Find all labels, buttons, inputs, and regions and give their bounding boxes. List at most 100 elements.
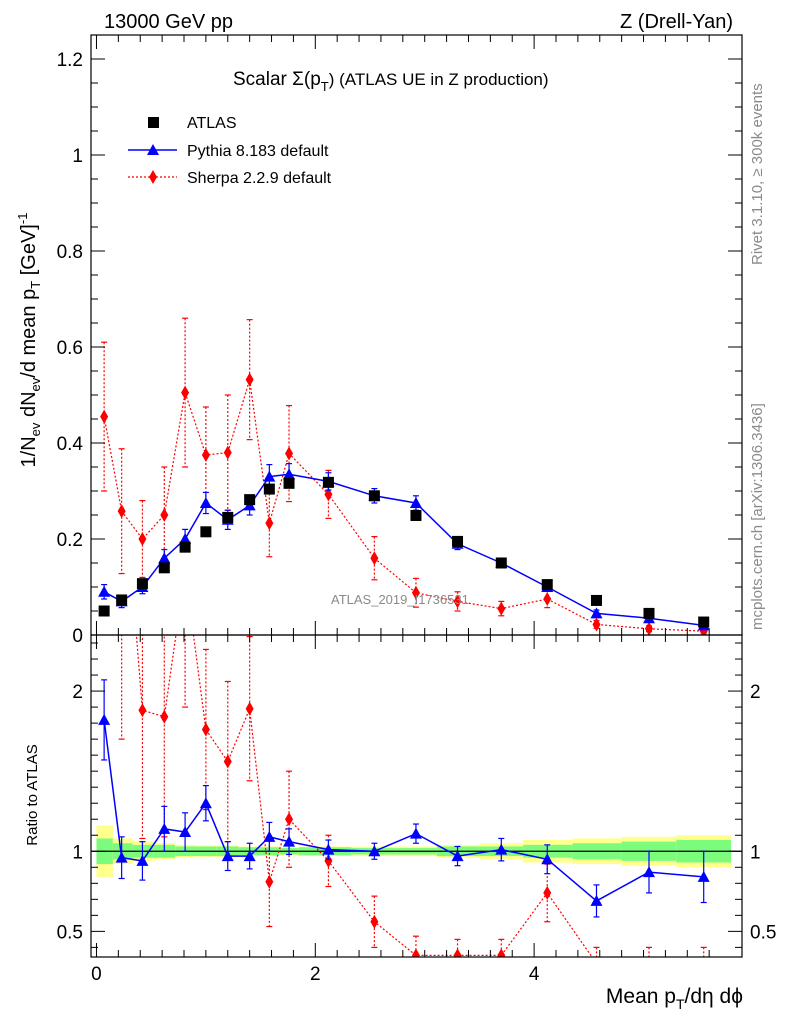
pythia-ratio-point <box>283 835 296 847</box>
sherpa-point <box>117 504 126 519</box>
sherpa-ratio-point <box>453 948 462 957</box>
atlas-point <box>179 541 191 553</box>
ratio-xlabel: Mean pT/dη dϕ <box>606 985 743 1012</box>
ratio-xtick-label: 0 <box>91 964 102 985</box>
pythia-point <box>98 585 111 597</box>
header-right: Z (Drell-Yan) <box>620 11 733 33</box>
xlabel-main: Mean p <box>606 985 676 1008</box>
legend-pythia-marker <box>147 144 159 155</box>
pythia-ratio-point <box>179 826 192 838</box>
sherpa-point <box>285 446 294 461</box>
pythia-point <box>409 497 422 508</box>
atlas-point <box>495 557 507 569</box>
pythia-ratio-point <box>409 827 422 839</box>
pythia-ratio-point <box>451 850 464 862</box>
ratio-data <box>98 444 710 957</box>
atlas-point <box>452 535 464 547</box>
pythia-ratio-point <box>158 822 171 834</box>
mcplots-label: mcplots.cern.ch [arXiv:1306.3436] <box>749 403 766 630</box>
atlas-point <box>698 616 710 628</box>
plot-title: Scalar Σ(pT) (ATLAS UE in Z production) <box>233 69 549 94</box>
atlas-point <box>98 605 110 617</box>
pythia-point <box>199 497 212 508</box>
sherpa-point <box>160 508 169 522</box>
sherpa-point <box>411 585 420 600</box>
sherpa-point <box>181 385 190 400</box>
sherpa-ratio-point <box>543 885 552 900</box>
main-panel: 0 0.2 0.4 0.6 0.8 1 1.2 <box>57 34 743 647</box>
sherpa-ratio-point <box>160 709 169 724</box>
ratio-ytick-label-right: 1 <box>750 842 761 863</box>
atlas-point <box>244 494 256 506</box>
pythia-point <box>263 470 276 482</box>
atlas-point <box>158 562 170 574</box>
sherpa-point <box>138 532 147 546</box>
sherpa-point <box>592 617 601 632</box>
legend-sherpa-label: Sherpa 2.2.9 default <box>187 170 332 187</box>
pythia-ratio-point <box>263 830 276 842</box>
ratio-ytick-label: 0.5 <box>57 922 83 943</box>
ratio-xtick-label: 2 <box>310 964 321 985</box>
sherpa-point <box>370 551 379 566</box>
analysis-watermark: ATLAS_2019_I1736531 <box>331 592 469 607</box>
ratio-ytick-label: 1 <box>72 842 83 863</box>
pythia-ratio-point <box>136 854 149 866</box>
sherpa-point <box>265 516 274 531</box>
ratio-ytick-label-right: 2 <box>750 682 761 703</box>
pythia-ratio-point <box>98 713 111 725</box>
atlas-point <box>116 594 128 606</box>
legend-sherpa-marker <box>149 170 157 184</box>
main-ytick-label: 0 <box>72 626 83 647</box>
pythia-point <box>283 468 296 480</box>
atlas-point <box>643 607 655 619</box>
sherpa-ratio-point <box>118 444 126 458</box>
pythia-ratio-point <box>243 850 256 862</box>
sherpa-point <box>497 601 506 616</box>
sherpa-point <box>245 372 254 387</box>
pythia-point <box>158 552 171 564</box>
pythia-point <box>590 607 603 619</box>
pythia-ratio-point <box>368 845 381 857</box>
legend-atlas-marker <box>148 117 159 128</box>
sherpa-point <box>645 621 653 635</box>
legend: ATLAS Pythia 8.183 default Sherpa 2.2.9 … <box>128 115 332 187</box>
main-ytick-label: 1.2 <box>57 50 83 71</box>
sherpa-ratio-point <box>285 812 294 827</box>
plot-title-main: Scalar Σ(p <box>233 69 321 90</box>
atlas-point <box>322 476 334 488</box>
pythia-ratio-point <box>495 843 508 855</box>
pythia-ratio-point <box>541 853 554 865</box>
atlas-point <box>263 483 275 495</box>
atlas-point <box>410 509 422 521</box>
sherpa-point <box>324 487 333 502</box>
sherpa-ratio-point <box>411 948 420 957</box>
sherpa-point <box>201 448 210 462</box>
sherpa-ratio-point <box>181 564 189 578</box>
sherpa-ratio-point <box>223 754 232 769</box>
pythia-ratio-point <box>322 843 335 855</box>
sherpa-ratio-point <box>596 956 597 957</box>
sherpa-ratio-point <box>648 956 650 957</box>
ratio-xtick-label: 4 <box>529 964 540 985</box>
ratio-frame <box>90 634 743 958</box>
sherpa-ratio-point <box>265 874 274 889</box>
header-left: 13000 GeV pp <box>104 11 233 33</box>
main-data <box>98 317 710 635</box>
atlas-point <box>368 490 380 502</box>
sherpa-ratio-point <box>138 703 147 718</box>
pythia-ratio-point <box>643 866 655 878</box>
pythia-point <box>179 533 192 544</box>
pythia-ratio-point <box>697 870 710 882</box>
atlas-point <box>200 526 212 538</box>
main-ytick-label: 1 <box>72 146 83 167</box>
ratio-ylabel: Ratio to ATLAS <box>24 744 41 845</box>
pythia-ratio-point <box>590 894 603 906</box>
atlas-point <box>222 511 234 523</box>
xlabel-sub: T <box>676 996 685 1012</box>
main-ytick-label: 0.8 <box>57 242 83 263</box>
sherpa-point <box>223 445 232 460</box>
sherpa-point <box>453 594 462 609</box>
ratio-ytick-label: 2 <box>72 682 83 703</box>
pythia-ratio-point <box>199 797 212 809</box>
sherpa-ratio-point <box>324 853 333 868</box>
